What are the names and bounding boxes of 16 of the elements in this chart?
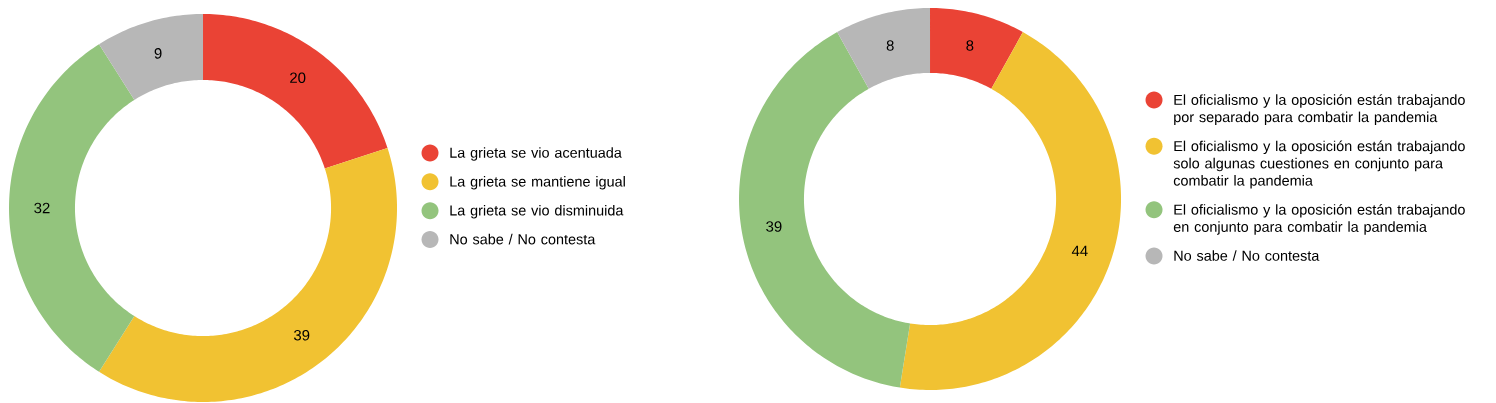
data-label: 8 (966, 40, 974, 51)
data-label: 8 (886, 40, 894, 51)
legend-label: La grieta se vio acentuada (450, 147, 622, 161)
legend-label: El oficialismo y la oposición están trabajando por separado para combatir la pandemia (1174, 94, 1465, 126)
data-label: 39 (293, 329, 310, 341)
legend-label: No sabe / No contesta (1174, 250, 1320, 261)
legend-label: El oficialismo y la oposición están trabajando solo algunas cuestiones en conjunto para combatir la pandemia (1173, 140, 1465, 189)
legend-label: La grieta se vio disminuida (450, 204, 624, 219)
data-label: 44 (1071, 245, 1088, 256)
data-label: 32 (34, 202, 50, 214)
data-label: 9 (154, 48, 162, 59)
legend-label: No sabe / No contesta (450, 233, 596, 245)
data-label: 20 (290, 72, 306, 84)
legend-label: La grieta se mantiene igual (450, 176, 625, 190)
legend-label: El oficialismo y la oposición están trabajando en conjunto para combatir la pandemia (1173, 203, 1465, 235)
data-label: 39 (766, 221, 782, 232)
